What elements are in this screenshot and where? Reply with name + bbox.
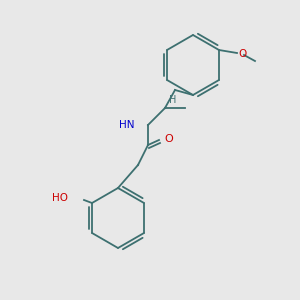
Text: H: H [169,95,176,105]
Text: HO: HO [52,193,68,203]
Text: O: O [238,49,246,59]
Text: HN: HN [119,120,135,130]
Text: O: O [164,134,173,144]
